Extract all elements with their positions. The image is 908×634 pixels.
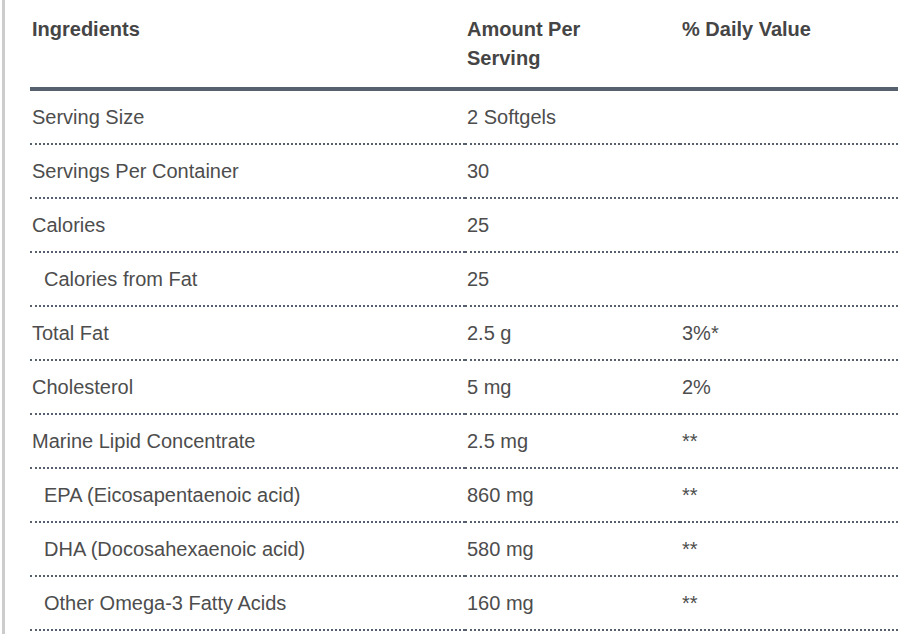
table-row: EPA (Eicosapentaenoic acid) 860 mg ** [30,468,898,522]
table-row: Calories 25 [30,198,898,252]
ingredient-cell: Total Fat [30,306,465,360]
column-header-amount-per-serving: Amount Per Serving [465,0,680,89]
table-row: Other Omega-3 Fatty Acids 160 mg ** [30,576,898,630]
table-row: Calories from Fat 25 [30,252,898,306]
daily-value-cell: ** [680,522,898,576]
table-row: Cholesterol 5 mg 2% [30,360,898,414]
daily-value-cell: ** [680,414,898,468]
amount-cell: 160 mg [465,576,680,630]
daily-value-cell [680,144,898,198]
column-header-amount-per-serving-label: Amount Per Serving [467,15,607,73]
table-row: Servings Per Container 30 [30,144,898,198]
amount-cell: 580 mg [465,522,680,576]
amount-cell: 25 [465,198,680,252]
ingredient-cell: EPA (Eicosapentaenoic acid) [30,468,465,522]
ingredients-table: Ingredients Amount Per Serving % Daily V… [30,0,898,631]
ingredients-table-body: Serving Size 2 Softgels Servings Per Con… [30,89,898,630]
amount-cell: 2 Softgels [465,89,680,144]
amount-cell: 5 mg [465,360,680,414]
ingredient-cell: Marine Lipid Concentrate [30,414,465,468]
daily-value-cell: ** [680,576,898,630]
daily-value-cell [680,89,898,144]
ingredient-cell: Serving Size [30,89,465,144]
table-row: Serving Size 2 Softgels [30,89,898,144]
daily-value-cell: 3%* [680,306,898,360]
table-row: DHA (Docosahexaenoic acid) 580 mg ** [30,522,898,576]
amount-cell: 860 mg [465,468,680,522]
ingredient-cell: DHA (Docosahexaenoic acid) [30,522,465,576]
table-header-row: Ingredients Amount Per Serving % Daily V… [30,0,898,89]
amount-cell: 30 [465,144,680,198]
daily-value-cell: ** [680,468,898,522]
ingredient-cell: Calories from Fat [30,252,465,306]
daily-value-cell: 2% [680,360,898,414]
daily-value-cell [680,198,898,252]
column-header-daily-value: % Daily Value [680,0,898,89]
ingredient-cell: Calories [30,198,465,252]
column-header-ingredients: Ingredients [30,0,465,89]
daily-value-cell [680,252,898,306]
column-header-ingredients-label: Ingredients [32,15,172,44]
amount-cell: 2.5 g [465,306,680,360]
table-row: Total Fat 2.5 g 3%* [30,306,898,360]
table-row: Marine Lipid Concentrate 2.5 mg ** [30,414,898,468]
page-left-border [2,0,5,634]
ingredient-cell: Other Omega-3 Fatty Acids [30,576,465,630]
ingredient-cell: Cholesterol [30,360,465,414]
amount-cell: 2.5 mg [465,414,680,468]
amount-cell: 25 [465,252,680,306]
column-header-daily-value-label: % Daily Value [682,15,898,44]
ingredient-cell: Servings Per Container [30,144,465,198]
